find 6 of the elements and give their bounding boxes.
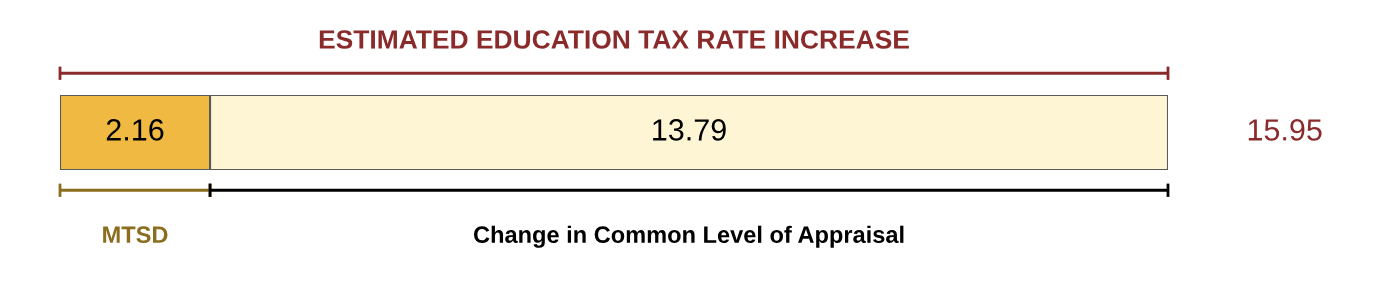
data-label: 13.79 (653, 119, 726, 141)
total-label: 15.95 (1248, 119, 1322, 141)
text: Change in Common Level of Appraisal (473, 225, 904, 248)
text: MTSD (103, 226, 168, 244)
chart-title: ESTIMATED EDUCATION TAX RATE INCREASE (319, 30, 909, 49)
data-label: 2.16 (106, 119, 164, 141)
